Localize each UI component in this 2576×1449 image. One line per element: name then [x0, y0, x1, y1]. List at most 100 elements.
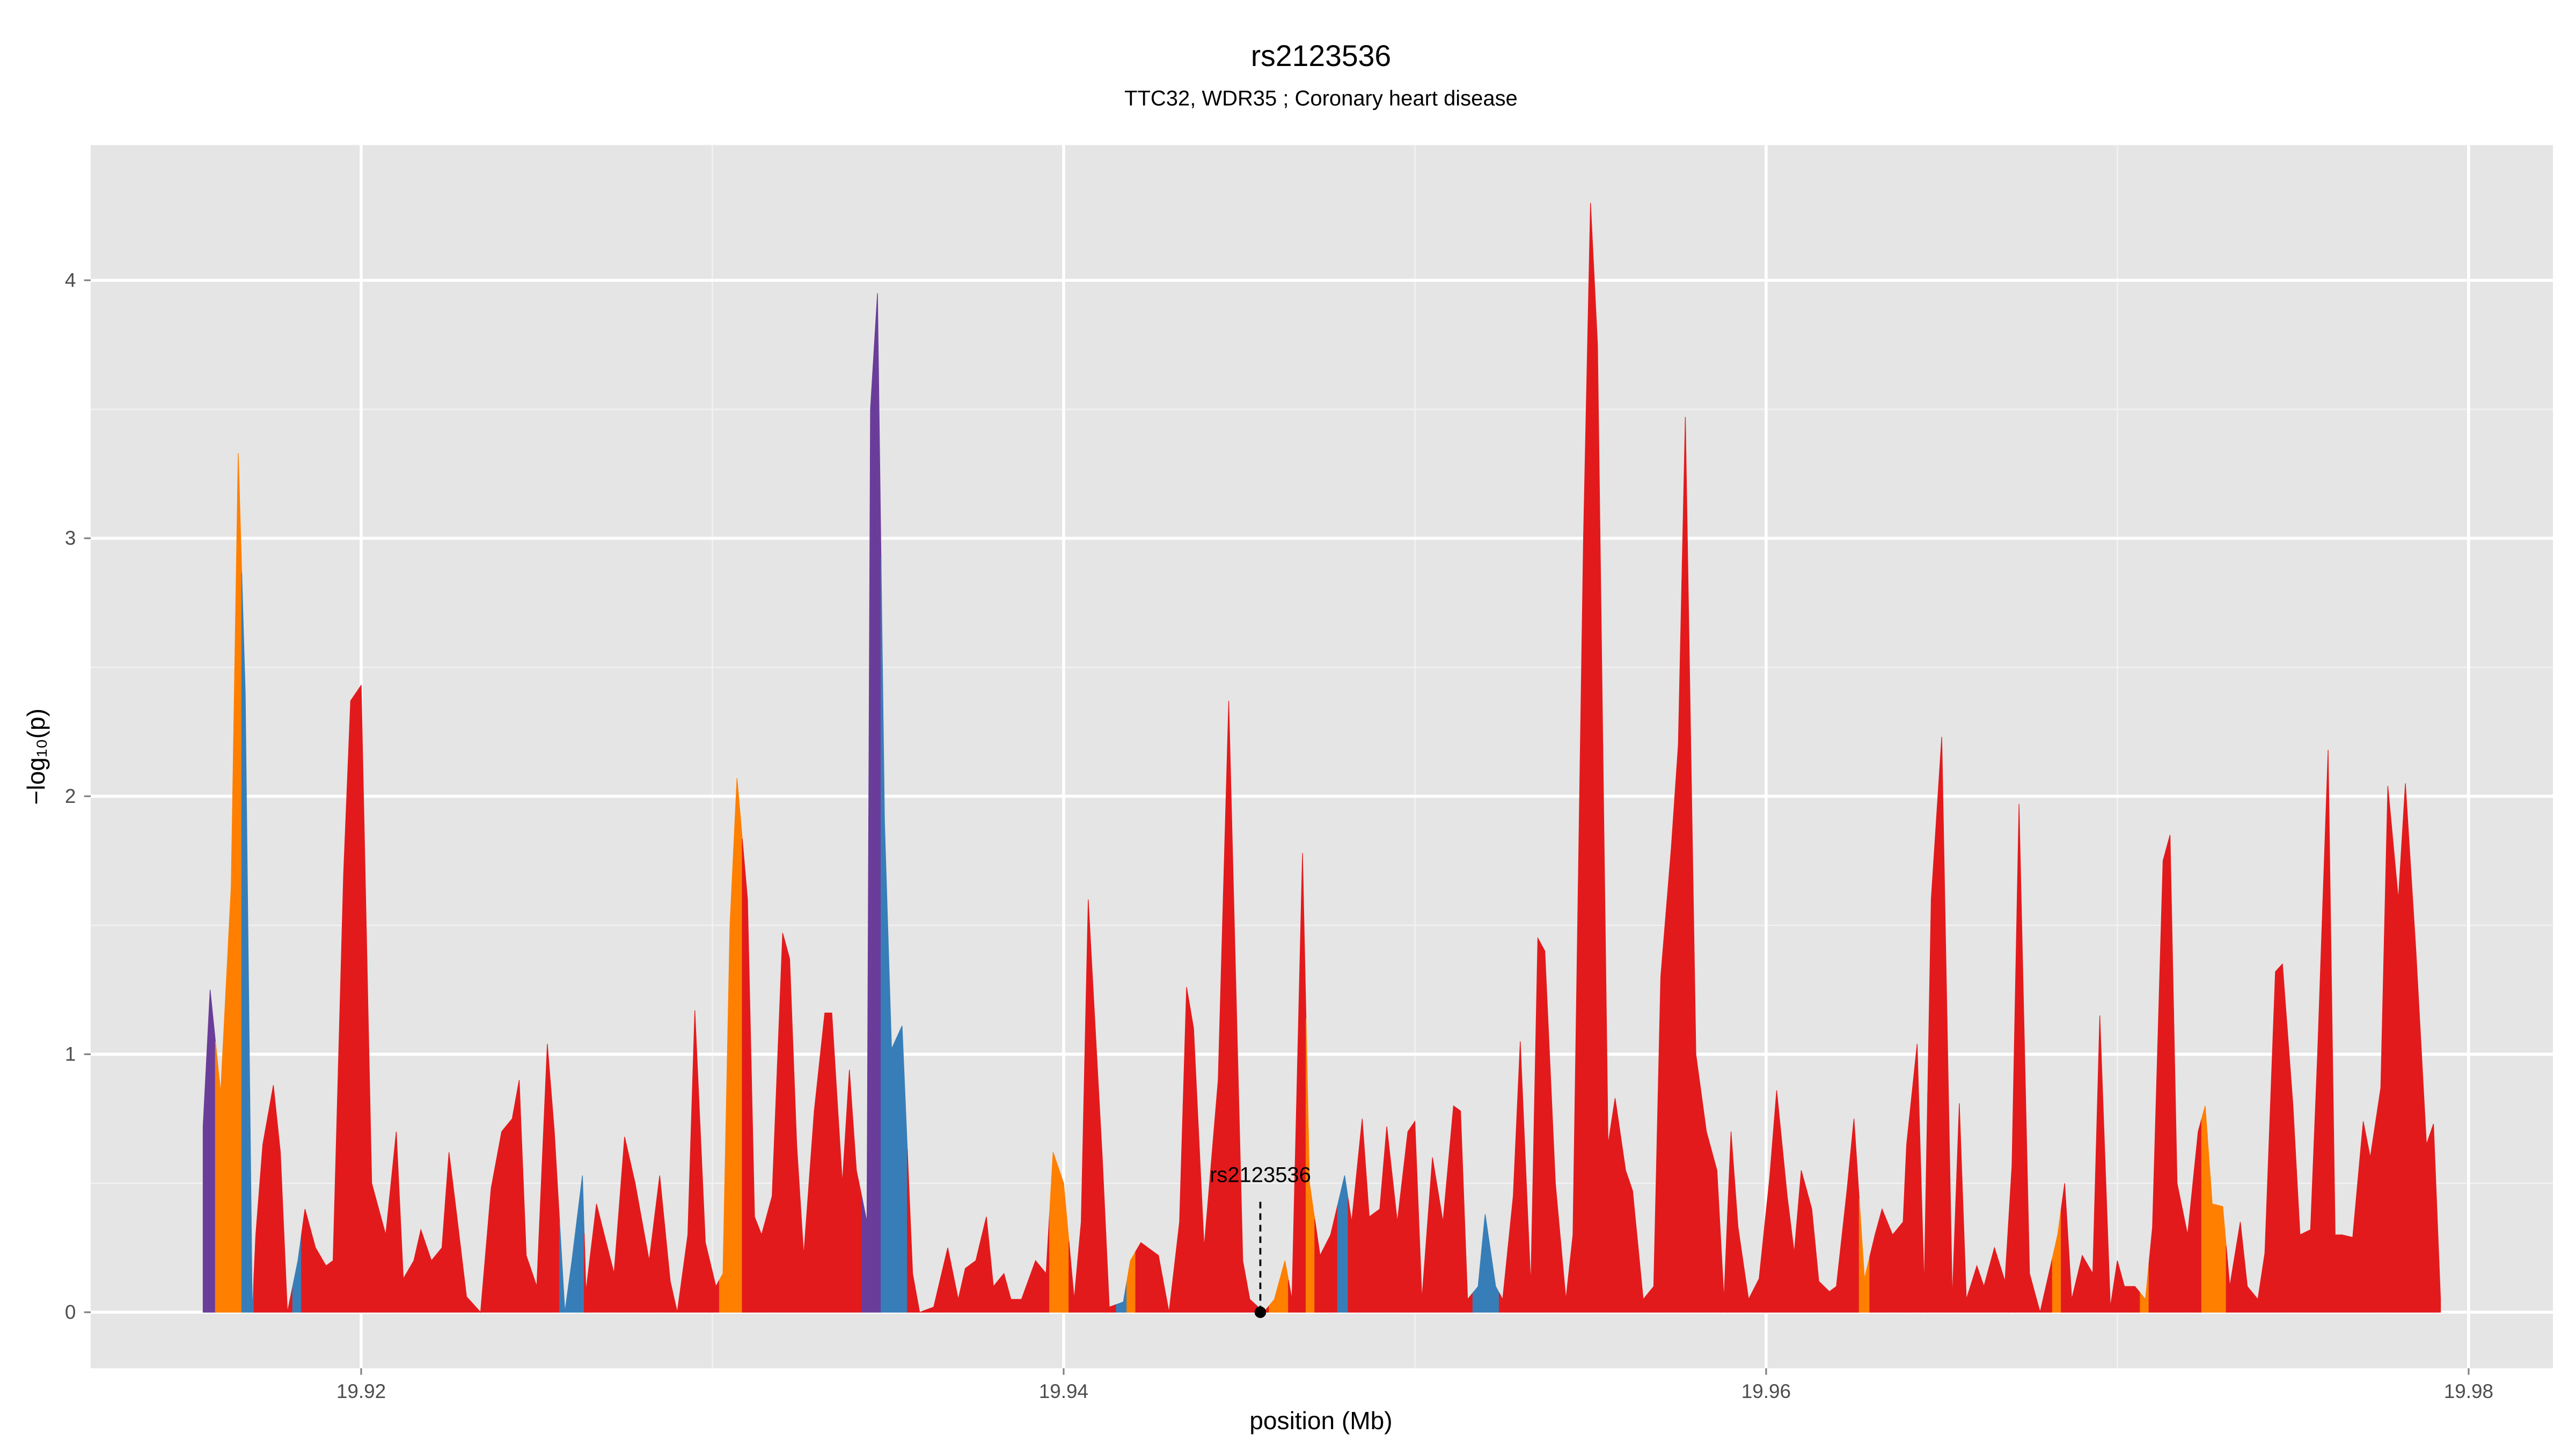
area-segment: [1824, 1285, 1833, 1313]
area-segment: [1850, 1118, 1860, 1313]
area-segment: [1946, 1018, 1956, 1313]
area-segment: [347, 692, 356, 1313]
area-segment: [1314, 1219, 1326, 1313]
area-segment: [583, 1233, 592, 1313]
area-segment: [1790, 1211, 1798, 1313]
area-segment: [1560, 1241, 1570, 1313]
area-segment: [907, 1150, 917, 1313]
area-segment: [880, 557, 889, 1313]
area-segment: [1927, 818, 1937, 1313]
area-segment: [1356, 1118, 1366, 1313]
area-segment: [2024, 1038, 2036, 1313]
area-segment: [1869, 1221, 1879, 1313]
x-tick-label: 19.92: [336, 1380, 386, 1402]
area-segment: [673, 1273, 683, 1313]
area-segment: [1904, 1094, 1913, 1313]
area-segment: [1586, 202, 1594, 1313]
area-segment: [2358, 1121, 2367, 1313]
area-segment: [641, 1218, 655, 1313]
area-segment: [2120, 1273, 2130, 1313]
area-segment: [2201, 1106, 2209, 1313]
area-segment: [1189, 1007, 1199, 1313]
area-segment: [390, 1131, 400, 1313]
area-segment: [2270, 967, 2280, 1313]
annotation-point: [1254, 1306, 1267, 1318]
area-segment: [1418, 1210, 1428, 1313]
area-segment: [2008, 984, 2016, 1313]
area-segment: [1832, 1239, 1842, 1313]
area-segment: [426, 1245, 437, 1313]
area-segment: [206, 990, 216, 1313]
area-segment: [926, 1277, 941, 1313]
area-segment: [1153, 1250, 1165, 1313]
area-segment: [559, 1221, 569, 1313]
area-segment: [1764, 1134, 1774, 1313]
area-segment: [2331, 992, 2339, 1313]
area-segment: [793, 1051, 801, 1313]
area-segment: [654, 1175, 665, 1313]
area-segment: [445, 1152, 453, 1313]
annotation-label: rs2123536: [1210, 1163, 1311, 1187]
area-segment: [2076, 1254, 2088, 1313]
area-segment: [496, 1124, 508, 1313]
area-segment: [1955, 1103, 1964, 1313]
area-segment: [1711, 1151, 1721, 1313]
area-segment: [225, 670, 235, 1313]
area-segment: [2375, 936, 2385, 1313]
area-segment: [916, 1293, 927, 1313]
area-segment: [1126, 1250, 1136, 1313]
area-segment: [1337, 1175, 1349, 1313]
area-segment: [1620, 1134, 1630, 1313]
area-segment: [283, 1232, 293, 1313]
area-segment: [1936, 737, 1948, 1313]
area-segment: [940, 1247, 954, 1313]
area-segment: [1269, 1279, 1280, 1313]
area-segment: [2148, 1044, 2158, 1313]
area-segment: [2015, 804, 2025, 1313]
x-tick-label: 19.94: [1039, 1380, 1088, 1402]
area-segment: [2252, 1276, 2262, 1313]
area-segment: [808, 1062, 820, 1313]
area-segment: [1781, 1143, 1791, 1313]
chart-title: rs2123536: [1251, 39, 1391, 72]
area-segment: [1593, 274, 1604, 1313]
area-segment: [2314, 902, 2323, 1313]
area-segment: [2043, 1258, 2053, 1313]
area-segment: [522, 1167, 532, 1313]
area-segment: [2208, 1154, 2218, 1313]
area-segment: [2392, 841, 2403, 1313]
area-segment: [2173, 1009, 2183, 1313]
area-segment: [2410, 867, 2422, 1313]
area-segment: [1665, 796, 1675, 1313]
area-segment: [1382, 1126, 1393, 1313]
area-segment: [970, 1239, 982, 1313]
area-segment: [786, 946, 794, 1313]
area-segment: [1211, 890, 1224, 1313]
area-segment: [2401, 783, 2411, 1313]
area-segment: [2429, 1124, 2438, 1313]
area-segment: [1447, 1105, 1458, 1313]
area-segment: [2140, 1263, 2149, 1313]
area-segment: [1971, 1264, 1981, 1313]
area-segment: [1569, 886, 1579, 1313]
area-segment: [1525, 1112, 1535, 1313]
area-segment: [819, 1012, 829, 1313]
area-segment: [215, 990, 226, 1313]
area-segment: [777, 933, 787, 1313]
area-segment: [682, 1122, 692, 1313]
axes: 19.92 19.94 19.96 19.98 0 1 2 3 4: [65, 269, 2493, 1402]
area-segment: [1753, 1228, 1765, 1313]
area-segment: [2304, 1141, 2315, 1313]
area-segment: [1988, 1246, 2000, 1313]
area-segment: [1897, 1183, 1906, 1313]
area-segment: [366, 934, 379, 1313]
area-segment: [1348, 1170, 1358, 1313]
area-segment: [1674, 581, 1682, 1313]
area-segment: [2420, 1048, 2431, 1313]
area-segment: [267, 1085, 277, 1313]
area-segment: [710, 1264, 720, 1313]
area-segment: [1841, 1154, 1851, 1313]
area-segment: [1629, 1180, 1638, 1313]
area-marks: rs2123536: [202, 202, 2441, 1318]
